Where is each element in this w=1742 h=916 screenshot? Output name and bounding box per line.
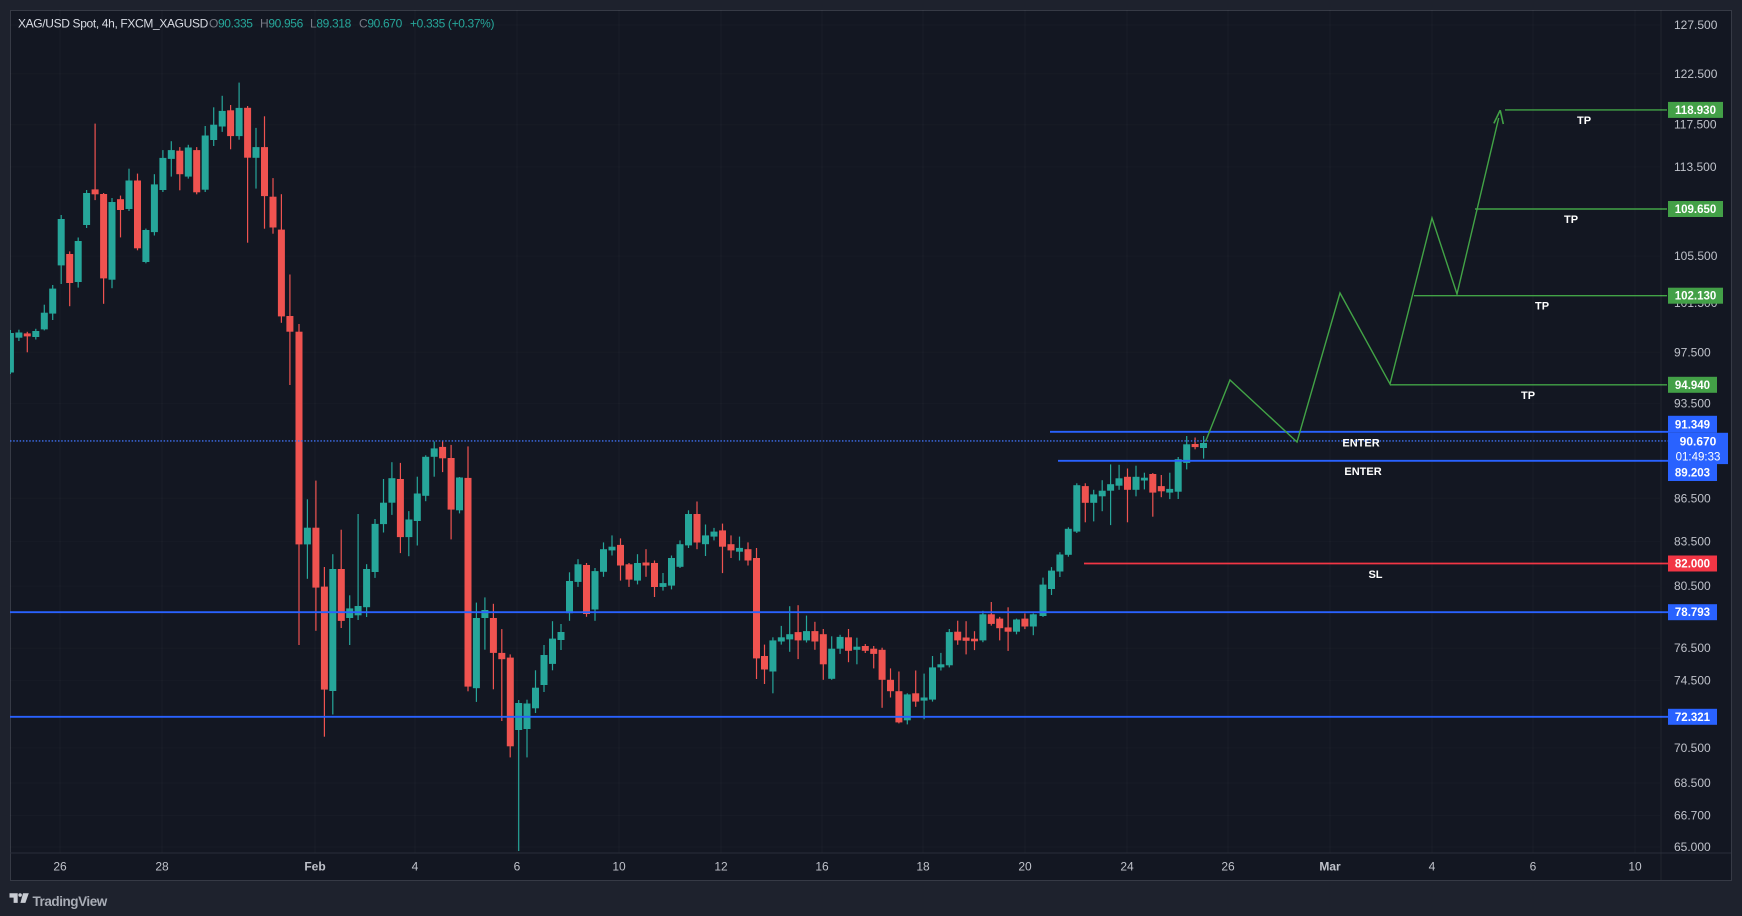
svg-text:78.793: 78.793: [1675, 607, 1710, 619]
svg-text:26: 26: [1221, 860, 1235, 874]
svg-text:74.500: 74.500: [1674, 674, 1711, 688]
svg-text:Feb: Feb: [304, 860, 325, 874]
svg-text:10: 10: [612, 860, 626, 874]
svg-text:TP: TP: [1577, 115, 1591, 127]
svg-text:127.500: 127.500: [1674, 18, 1718, 32]
svg-text:83.500: 83.500: [1674, 534, 1711, 548]
svg-text:4: 4: [1429, 860, 1436, 874]
svg-text:XAG/USD Spot, 4h, FXCM_XAGUSD: XAG/USD Spot, 4h, FXCM_XAGUSD: [18, 17, 209, 31]
svg-text:SL: SL: [1368, 569, 1382, 581]
svg-text:TP: TP: [1521, 390, 1535, 402]
svg-text:94.940: 94.940: [1675, 380, 1710, 392]
svg-text:93.500: 93.500: [1674, 396, 1711, 410]
svg-text:122.500: 122.500: [1674, 67, 1718, 81]
svg-text:4: 4: [412, 860, 419, 874]
svg-text:117.500: 117.500: [1674, 118, 1717, 132]
svg-text:6: 6: [1530, 860, 1537, 874]
svg-text:66.700: 66.700: [1674, 809, 1711, 823]
svg-text:ENTER: ENTER: [1344, 466, 1381, 478]
svg-text:105.500: 105.500: [1674, 249, 1718, 263]
svg-text:10: 10: [1628, 860, 1642, 874]
svg-text:80.500: 80.500: [1674, 579, 1711, 593]
svg-text:65.000: 65.000: [1674, 840, 1711, 854]
svg-text:12: 12: [714, 860, 728, 874]
svg-text:ENTER: ENTER: [1342, 438, 1379, 450]
svg-text:TP: TP: [1564, 214, 1578, 226]
svg-text:6: 6: [514, 860, 521, 874]
svg-text:76.500: 76.500: [1674, 641, 1711, 655]
svg-text:109.650: 109.650: [1675, 204, 1717, 216]
svg-text:70.500: 70.500: [1674, 741, 1711, 755]
svg-text:97.500: 97.500: [1674, 345, 1711, 359]
svg-text:68.500: 68.500: [1674, 776, 1711, 790]
svg-text:86.500: 86.500: [1674, 491, 1711, 505]
svg-text:90.670: 90.670: [1680, 435, 1717, 449]
svg-text:118.930: 118.930: [1675, 105, 1716, 117]
svg-text:Mar: Mar: [1319, 860, 1341, 874]
svg-text:26: 26: [53, 860, 67, 874]
svg-text:01:49:33: 01:49:33: [1676, 452, 1721, 464]
svg-text:28: 28: [155, 860, 169, 874]
svg-text:72.321: 72.321: [1675, 712, 1711, 724]
svg-text:18: 18: [916, 860, 930, 874]
svg-text:16: 16: [815, 860, 829, 874]
svg-text:91.349: 91.349: [1675, 419, 1710, 431]
svg-text:20: 20: [1018, 860, 1032, 874]
svg-text:82.000: 82.000: [1675, 559, 1710, 571]
svg-text:102.130: 102.130: [1675, 291, 1717, 303]
svg-text:89.203: 89.203: [1675, 468, 1710, 480]
svg-text:TradingView: TradingView: [33, 894, 108, 909]
svg-text:TP: TP: [1535, 301, 1549, 313]
svg-text:113.500: 113.500: [1674, 160, 1717, 174]
svg-text:24: 24: [1120, 860, 1134, 874]
